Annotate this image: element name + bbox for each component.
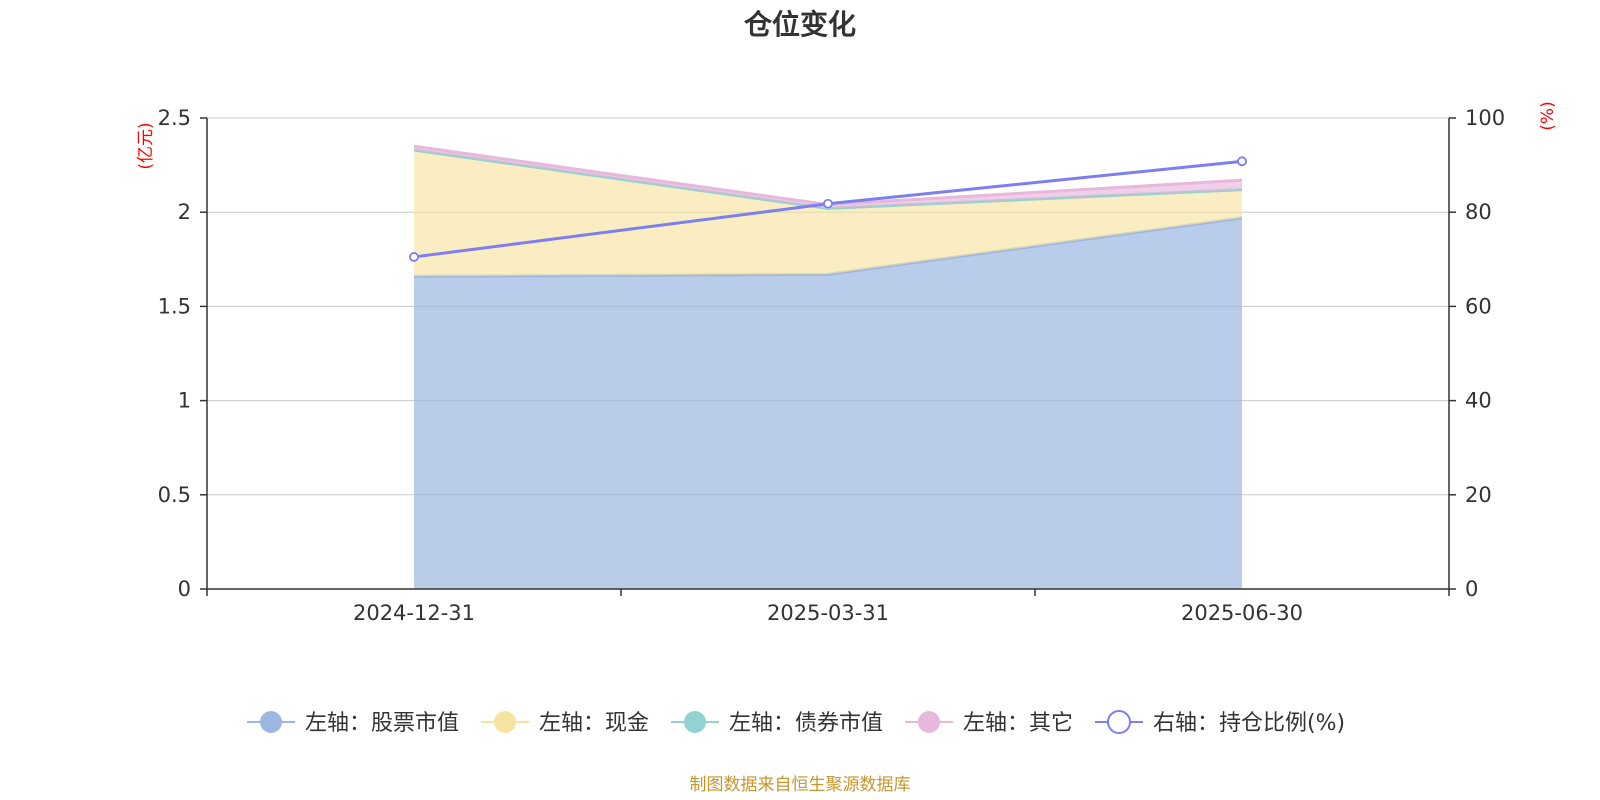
holding-ratio-point xyxy=(1237,156,1247,167)
holding-ratio-point xyxy=(409,252,419,262)
data-source-note: 制图数据来自恒生聚源数据库 xyxy=(690,775,911,795)
legend-marker xyxy=(260,711,282,733)
legend-marker xyxy=(918,711,940,733)
legend-label: 右轴：持仓比例(%) xyxy=(1153,711,1345,736)
right-tick-label: 40 xyxy=(1465,389,1492,413)
legend-marker xyxy=(494,711,516,733)
legend[interactable]: 左轴：股票市值 左轴：现金 左轴：债券市值 左轴：其它 右轴：持仓比例(%) xyxy=(247,710,1345,736)
legend-item-0[interactable]: 左轴：股票市值 xyxy=(247,711,459,736)
right-axis-unit: (%) xyxy=(1538,101,1558,130)
legend-item-4[interactable]: 右轴：持仓比例(%) xyxy=(1095,710,1345,736)
legend-marker xyxy=(1107,710,1131,734)
x-tick-label: 2025-03-31 xyxy=(767,601,889,625)
legend-label: 左轴：债券市值 xyxy=(729,711,883,736)
legend-item-2[interactable]: 左轴：债券市值 xyxy=(671,711,883,736)
chart-title: 仓位变化 xyxy=(744,8,856,41)
legend-label: 左轴：现金 xyxy=(539,711,649,736)
left-tick-label: 1.5 xyxy=(158,294,191,318)
left-tick-label: 0.5 xyxy=(158,483,191,507)
legend-item-1[interactable]: 左轴：现金 xyxy=(481,711,649,736)
left-tick-label: 0 xyxy=(178,577,191,601)
right-tick-label: 60 xyxy=(1465,294,1492,318)
area-0 xyxy=(414,217,1242,590)
left-axis-unit: (亿元) xyxy=(136,122,156,169)
left-tick-label: 2 xyxy=(178,200,191,224)
right-tick-label: 100 xyxy=(1465,106,1505,130)
right-tick-label: 80 xyxy=(1465,200,1492,224)
right-tick-label: 20 xyxy=(1465,483,1492,507)
x-tick-label: 2025-06-30 xyxy=(1181,601,1303,625)
line-series xyxy=(409,156,1247,262)
axes xyxy=(200,117,1456,596)
holding-ratio-point xyxy=(823,198,833,209)
area-1 xyxy=(414,150,1242,277)
right-tick-label: 0 xyxy=(1465,577,1478,601)
legend-item-3[interactable]: 左轴：其它 xyxy=(905,711,1073,736)
legend-label: 左轴：其它 xyxy=(963,711,1073,736)
left-tick-label: 2.5 xyxy=(158,106,191,130)
tick-labels: 0 0.5 1 1.5 2 2.5 0 20 40 60 80 100 2024-12-31 2025-0… xyxy=(158,106,1506,625)
area-series xyxy=(413,144,1243,590)
x-tick-label: 2024-12-31 xyxy=(353,601,475,625)
legend-label: 左轴：股票市值 xyxy=(305,711,459,736)
left-tick-label: 1 xyxy=(178,389,191,413)
legend-marker xyxy=(684,711,706,733)
